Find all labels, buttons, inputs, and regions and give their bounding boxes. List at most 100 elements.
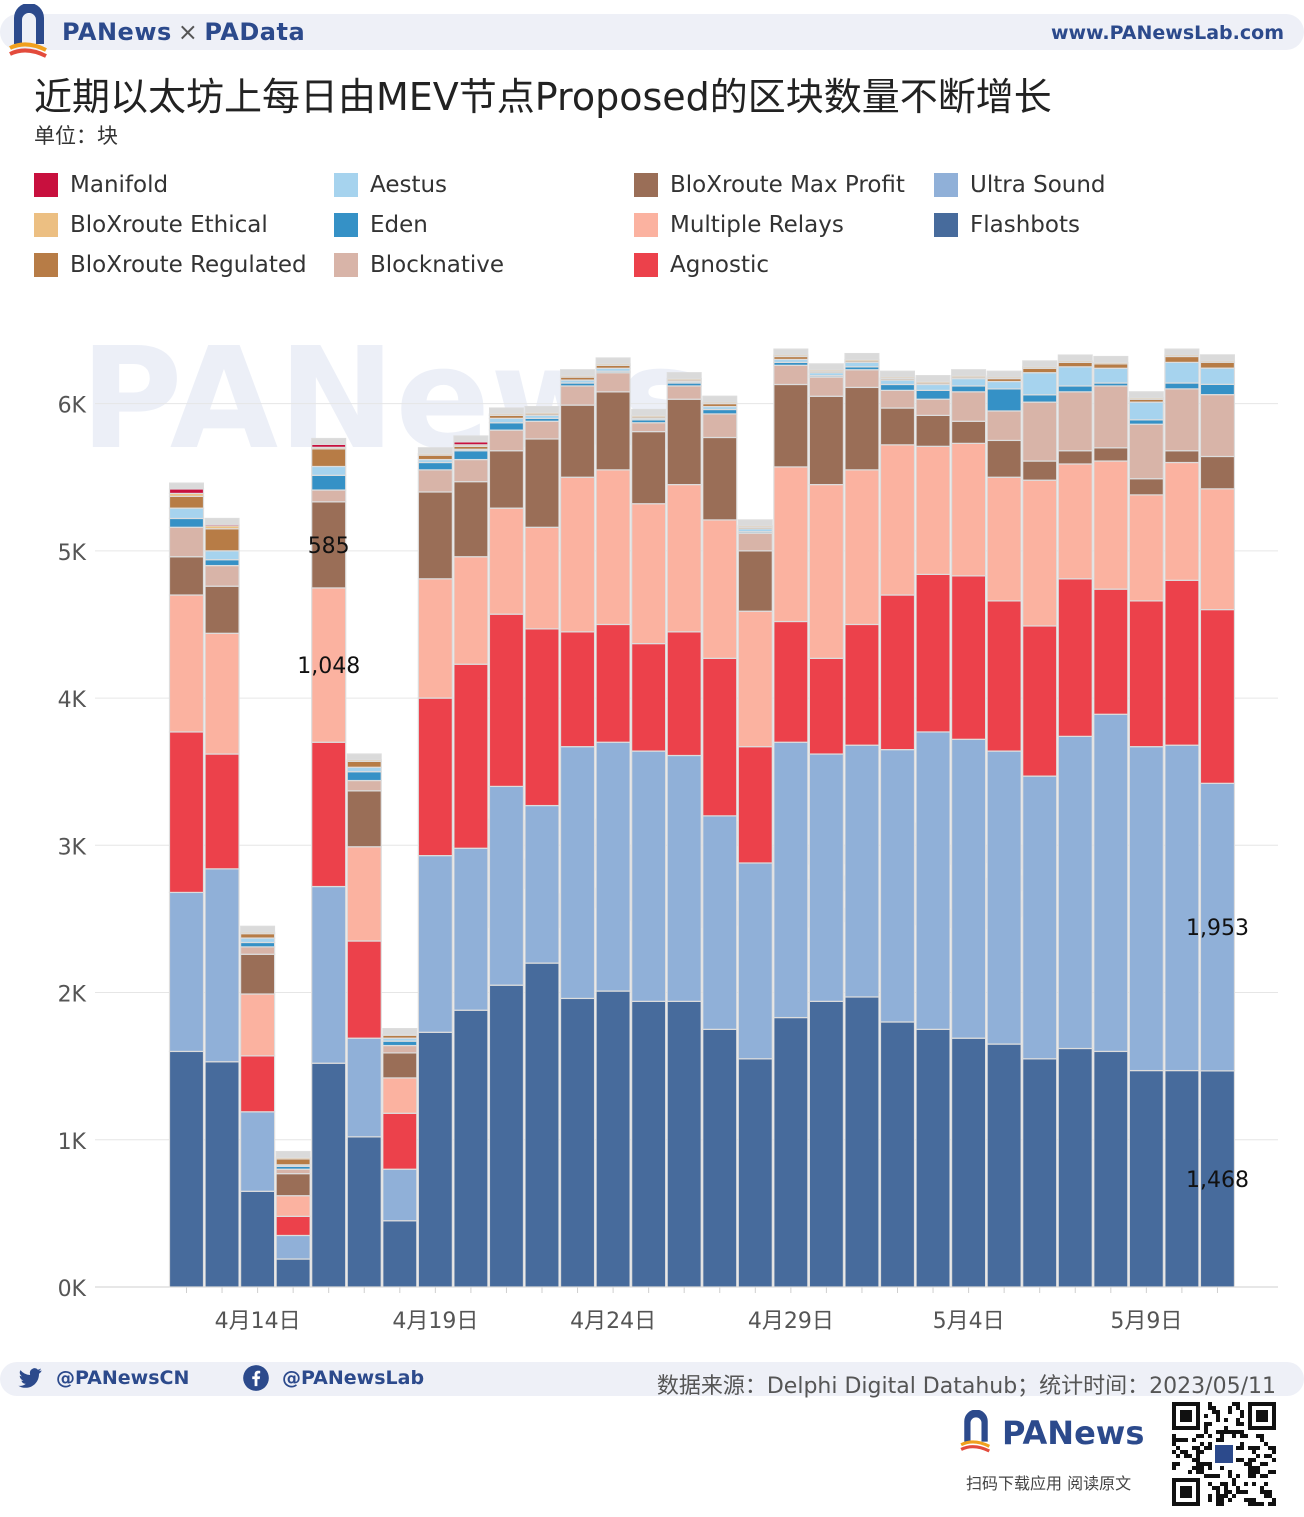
bar-segment-multiple-relays — [524, 526, 560, 630]
y-tick-label: 5K — [58, 541, 87, 566]
bar-segment-aestus — [844, 361, 880, 368]
bar-segment-bloxroute-regulated — [1164, 355, 1200, 363]
bottom-logo: PANews — [958, 1410, 1144, 1456]
bar-segment-flashbots — [524, 962, 560, 1288]
bar-segment-aestus — [1022, 372, 1058, 396]
bar-segment-blocknative — [666, 385, 702, 400]
bar-cap — [382, 1027, 418, 1035]
panews-logo-icon — [960, 1410, 991, 1453]
bar-segment-bloxroute-max-profit — [1022, 460, 1058, 481]
bar-segment-eden — [986, 388, 1022, 412]
twitter-label: @PANewsCN — [56, 1367, 190, 1389]
bar-cap — [702, 395, 738, 403]
bar-segment-bloxroute-max-profit — [773, 383, 809, 468]
bar-segment-ultra-sound — [773, 741, 809, 1019]
bar-segment-bloxroute-max-profit — [488, 450, 525, 509]
bar-segment-ultra-sound — [844, 744, 880, 998]
bar-segment-blocknative — [702, 413, 738, 439]
bar-segment-eden — [488, 422, 525, 431]
bar-segment-ultra-sound — [382, 1168, 418, 1222]
bar-segment-multiple-relays — [311, 587, 347, 743]
bar-segment-bloxroute-max-profit — [1093, 447, 1129, 462]
qr-code-icon[interactable] — [1172, 1402, 1276, 1506]
legend-label: BloXroute Max Profit — [670, 172, 905, 198]
bar-cap — [488, 407, 524, 415]
bar-segment-bloxroute-max-profit — [879, 407, 916, 446]
bar-segment-multiple-relays — [204, 632, 240, 755]
bar-segment-agnostic — [666, 631, 702, 757]
bar-segment-ultra-sound — [737, 862, 773, 1060]
bar-segment-eden — [346, 771, 382, 782]
bar-segment-eden — [204, 559, 240, 567]
legend-swatch — [634, 213, 658, 237]
bar-segment-blocknative — [1128, 423, 1164, 480]
bar-segment-ultra-sound — [879, 749, 916, 1023]
bar-segment-blocknative — [595, 372, 631, 393]
bar-segment-agnostic — [275, 1215, 311, 1237]
bar-segment-aestus — [204, 550, 240, 561]
bar-segment-blocknative — [168, 526, 205, 558]
bar-segment-blocknative — [986, 410, 1022, 442]
bar-segment-aestus — [346, 766, 382, 773]
bar-segment-multiple-relays — [559, 476, 596, 633]
bar-segment-flashbots — [666, 1000, 702, 1288]
bar-segment-eden — [1199, 383, 1236, 396]
bar-segment-blocknative — [737, 532, 773, 552]
bar-segment-agnostic — [204, 753, 240, 870]
site-link[interactable]: www.PANewsLab.com — [1050, 22, 1284, 44]
brand-title: PANews × PAData — [62, 18, 305, 46]
bar-segment-ultra-sound — [311, 885, 347, 1064]
bar-segment-agnostic — [986, 600, 1022, 752]
bar-segment-eden — [168, 517, 205, 528]
bar-cap — [773, 348, 809, 356]
bar-segment-blocknative — [346, 779, 382, 792]
legend-item-bloxroute-regulated: BloXroute Regulated — [34, 252, 307, 278]
bar-segment-multiple-relays — [844, 469, 880, 626]
facebook-handle[interactable]: @PANewsLab — [242, 1364, 424, 1392]
bar-segment-agnostic — [1022, 625, 1058, 777]
bar-segment-ultra-sound — [1164, 744, 1200, 1072]
bar-cap — [1199, 354, 1235, 362]
bar-cap — [1057, 354, 1093, 362]
bar-segment-multiple-relays — [417, 578, 453, 699]
bar-segment-bloxroute-regulated — [1199, 361, 1236, 369]
bar-segment-blocknative — [808, 376, 845, 397]
bar-cap — [986, 370, 1022, 378]
bar-cap — [524, 405, 560, 413]
bar-segment-bloxroute-regulated — [168, 495, 205, 509]
bar-segment-bloxroute-regulated — [204, 528, 240, 552]
bar-segment-flashbots — [702, 1028, 738, 1288]
bar-segment-bloxroute-max-profit — [737, 550, 773, 612]
bar-segment-eden — [417, 461, 453, 471]
bar-segment-aestus — [240, 937, 276, 944]
bar-segment-multiple-relays — [773, 466, 809, 623]
bar-segment-eden — [879, 383, 916, 391]
bar-segment-blocknative — [524, 420, 560, 440]
bar-segment-bloxroute-max-profit — [275, 1173, 311, 1197]
legend-item-agnostic: Agnostic — [634, 252, 769, 278]
bar-segment-ultra-sound — [986, 750, 1022, 1045]
bar-segment-flashbots — [382, 1220, 418, 1288]
bar-segment-multiple-relays — [737, 610, 773, 748]
y-tick-label: 3K — [58, 835, 87, 860]
bar-segment-multiple-relays — [808, 483, 845, 659]
bar-segment-ultra-sound — [1022, 775, 1058, 1060]
bar-segment-blocknative — [1164, 388, 1200, 452]
bar-segment-agnostic — [879, 594, 916, 751]
bar-segment-flashbots — [311, 1062, 347, 1288]
bar-segment-bloxroute-max-profit — [346, 790, 382, 848]
bar-segment-eden — [1128, 419, 1164, 425]
facebook-label: @PANewsLab — [282, 1367, 425, 1389]
bar-cap — [737, 519, 773, 527]
bar-cap — [1093, 355, 1129, 363]
legend-swatch — [34, 253, 58, 277]
bar-cap — [808, 363, 844, 371]
legend-label: Agnostic — [670, 252, 770, 278]
bar-segment-ultra-sound — [666, 754, 702, 1002]
bar-segment-multiple-relays — [488, 507, 525, 615]
bar-segment-bloxroute-max-profit — [204, 585, 240, 634]
bar-segment-ultra-sound — [1199, 782, 1236, 1072]
bar-segment-ultra-sound — [915, 731, 951, 1030]
bar-segment-blocknative — [1199, 394, 1236, 458]
twitter-handle[interactable]: @PANewsCN — [16, 1364, 189, 1392]
